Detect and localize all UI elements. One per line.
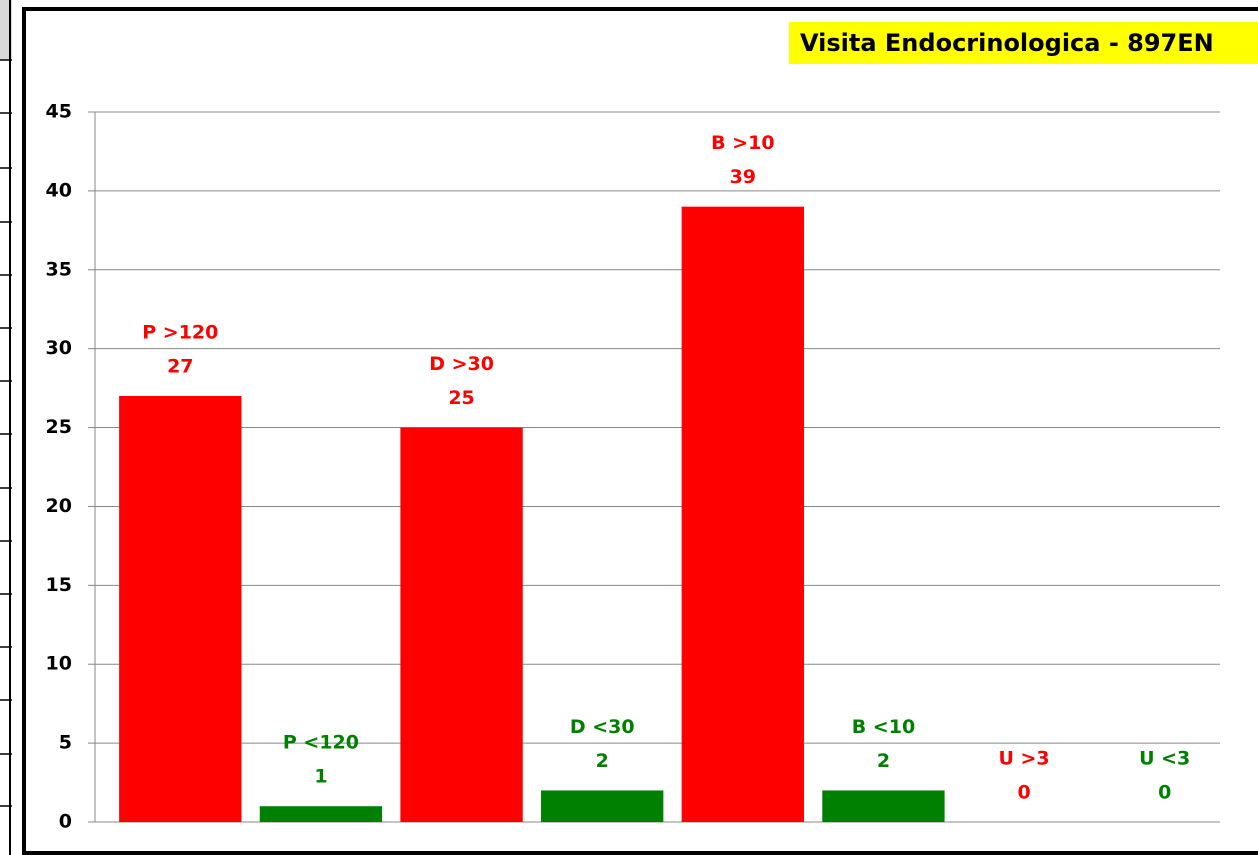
value-label: 1 [314,766,327,788]
value-label: 39 [730,166,756,188]
y-tick-label: 40 [46,179,72,201]
value-label: 2 [596,750,609,772]
title-box [789,22,1258,64]
y-tick-label: 0 [59,811,72,833]
category-label: P <120 [283,732,359,754]
chart-title: Visita Endocrinologica - 897EN [800,29,1214,57]
category-label: P >120 [142,322,218,344]
category-label: B <10 [852,716,915,738]
category-label: U <3 [1139,748,1190,770]
category-label: D >30 [429,353,494,375]
value-label: 2 [877,750,890,772]
side-table-fragment [0,0,12,855]
y-tick-label: 30 [46,337,72,359]
bar [259,806,383,822]
value-label: 0 [1017,782,1030,804]
value-label: 25 [448,387,474,409]
bar [681,206,804,822]
table-rows [0,59,12,807]
category-label: B >10 [711,132,774,154]
category-label: D <30 [570,716,635,738]
bar [119,396,242,822]
y-tick-label: 5 [59,732,72,754]
bar [400,427,523,822]
y-tick-label: 20 [46,495,72,517]
category-label: U >3 [998,748,1049,770]
bar [822,790,945,822]
value-label: 27 [167,356,193,378]
y-tick-label: 35 [46,258,72,280]
y-tick-label: 25 [46,416,72,438]
y-tick-label: 10 [46,653,72,675]
value-label: 0 [1158,782,1171,804]
y-tick-label: 45 [46,101,72,123]
y-tick-label: 15 [46,574,72,596]
bar [541,790,664,822]
